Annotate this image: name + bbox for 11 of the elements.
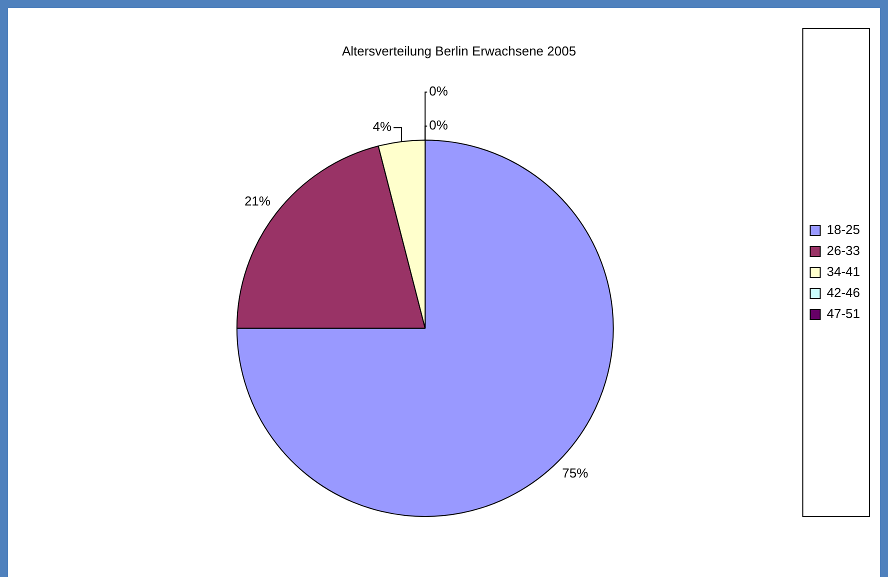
text: 0% [429, 118, 448, 133]
chart-title: Altersverteilung Berlin Erwachsene 2005 [342, 43, 576, 58]
legend-label: 42-46 [826, 285, 860, 300]
legend-label: 47-51 [826, 306, 860, 322]
data-label: 21% [244, 193, 271, 208]
legend-label: 26-33 [826, 243, 860, 258]
legend-label: 34-41 [826, 264, 860, 280]
legend-label: 18-25 [826, 222, 860, 238]
text: 0% [429, 84, 448, 99]
data-label: 4% [372, 119, 392, 134]
data-label: 75% [562, 466, 589, 481]
